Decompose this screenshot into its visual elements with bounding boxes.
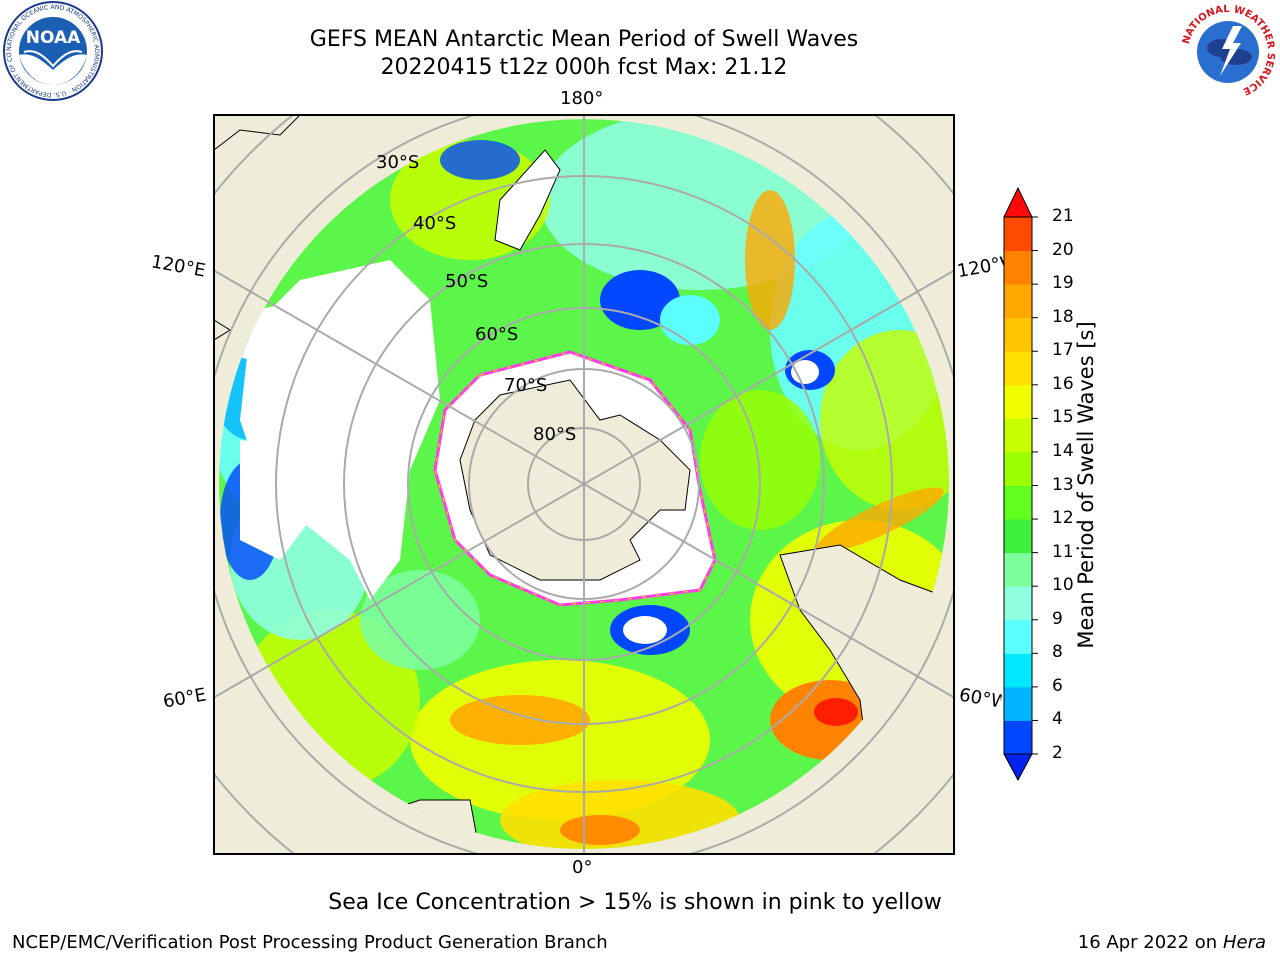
lat-label-60s: 60°S bbox=[475, 324, 519, 345]
lat-label-40s: 40°S bbox=[413, 213, 457, 234]
colorbar-tick-label: 8 bbox=[1052, 642, 1063, 663]
meridian-lines bbox=[214, 115, 954, 854]
colorbar-tick-label: 17 bbox=[1052, 340, 1074, 361]
colorbar-tick-label: 16 bbox=[1052, 373, 1074, 394]
colorbar-bin bbox=[1004, 485, 1032, 520]
colorbar-tick-label: 2 bbox=[1052, 743, 1063, 763]
colorbar-tick-label: 20 bbox=[1052, 239, 1074, 260]
colorbar-tick-label: 10 bbox=[1052, 575, 1074, 596]
map-frame bbox=[213, 114, 955, 855]
date-stamp: 16 Apr 2022 on Hera bbox=[1078, 932, 1266, 953]
colorbar-bin bbox=[1004, 217, 1032, 252]
colorbar-under-arrow bbox=[1003, 753, 1033, 782]
lat-label-50s: 50°S bbox=[445, 271, 489, 292]
title-line-2: 20220415 t12z 000h fcst Max: 21.12 bbox=[380, 55, 788, 80]
date-text: 16 Apr 2022 on bbox=[1077, 932, 1223, 953]
colorbar-over-arrow bbox=[1003, 186, 1033, 218]
lat-label-70s: 70°S bbox=[504, 375, 548, 396]
colorbar-bin bbox=[1004, 384, 1032, 419]
colorbar-tick-label: 12 bbox=[1052, 508, 1074, 529]
colorbar-bin bbox=[1004, 653, 1032, 688]
colorbar-bin bbox=[1004, 250, 1032, 285]
colorbar-bin bbox=[1004, 519, 1032, 554]
colorbar-bin bbox=[1004, 418, 1032, 453]
colorbar-title: Mean Period of Swell Waves [s] bbox=[1074, 321, 1098, 649]
lat-label-80s: 80°S bbox=[533, 424, 577, 445]
noaa-logo-text: NOAA bbox=[26, 28, 81, 48]
colorbar-bin bbox=[1004, 720, 1032, 755]
colorbar-tick-label: 15 bbox=[1052, 407, 1074, 428]
colorbar-bin bbox=[1004, 686, 1032, 721]
colorbar bbox=[1003, 186, 1038, 782]
title-line-1: GEFS MEAN Antarctic Mean Period of Swell… bbox=[309, 27, 859, 52]
machine-name: Hera bbox=[1222, 932, 1266, 953]
colorbar-bin bbox=[1004, 552, 1032, 587]
colorbar-tick-label: 14 bbox=[1052, 440, 1074, 461]
noaa-logo: NATIONAL OCEANIC AND ATMOSPHERIC ADMINIS… bbox=[2, 0, 103, 101]
credit-text: NCEP/EMC/Verification Post Processing Pr… bbox=[12, 932, 608, 953]
colorbar-bin bbox=[1004, 284, 1032, 319]
colorbar-tick-label: 18 bbox=[1052, 306, 1074, 327]
colorbar-tick-label: 13 bbox=[1052, 474, 1074, 495]
colorbar-tick-label: 6 bbox=[1052, 675, 1063, 696]
nws-logo: NATIONAL WEATHER SERVICE bbox=[1180, 4, 1276, 100]
lon-label-0: 0° bbox=[572, 857, 593, 878]
colorbar-tick-label: 21 bbox=[1052, 206, 1074, 226]
colorbar-bin bbox=[1004, 351, 1032, 386]
colorbar-bin bbox=[1004, 619, 1032, 654]
colorbar-tick-label: 9 bbox=[1052, 608, 1063, 629]
colorbar-bin bbox=[1004, 586, 1032, 621]
colorbar-tick-label: 19 bbox=[1052, 273, 1074, 294]
colorbar-bin bbox=[1004, 451, 1032, 486]
colorbar-tick-label: 11 bbox=[1052, 541, 1074, 562]
colorbar-bin bbox=[1004, 317, 1032, 352]
lat-label-30s: 30°S bbox=[376, 152, 420, 173]
colorbar-tick-label: 4 bbox=[1052, 709, 1063, 730]
lon-label-180: 180° bbox=[560, 88, 604, 109]
sea-ice-caption: Sea Ice Concentration > 15% is shown in … bbox=[328, 890, 942, 915]
